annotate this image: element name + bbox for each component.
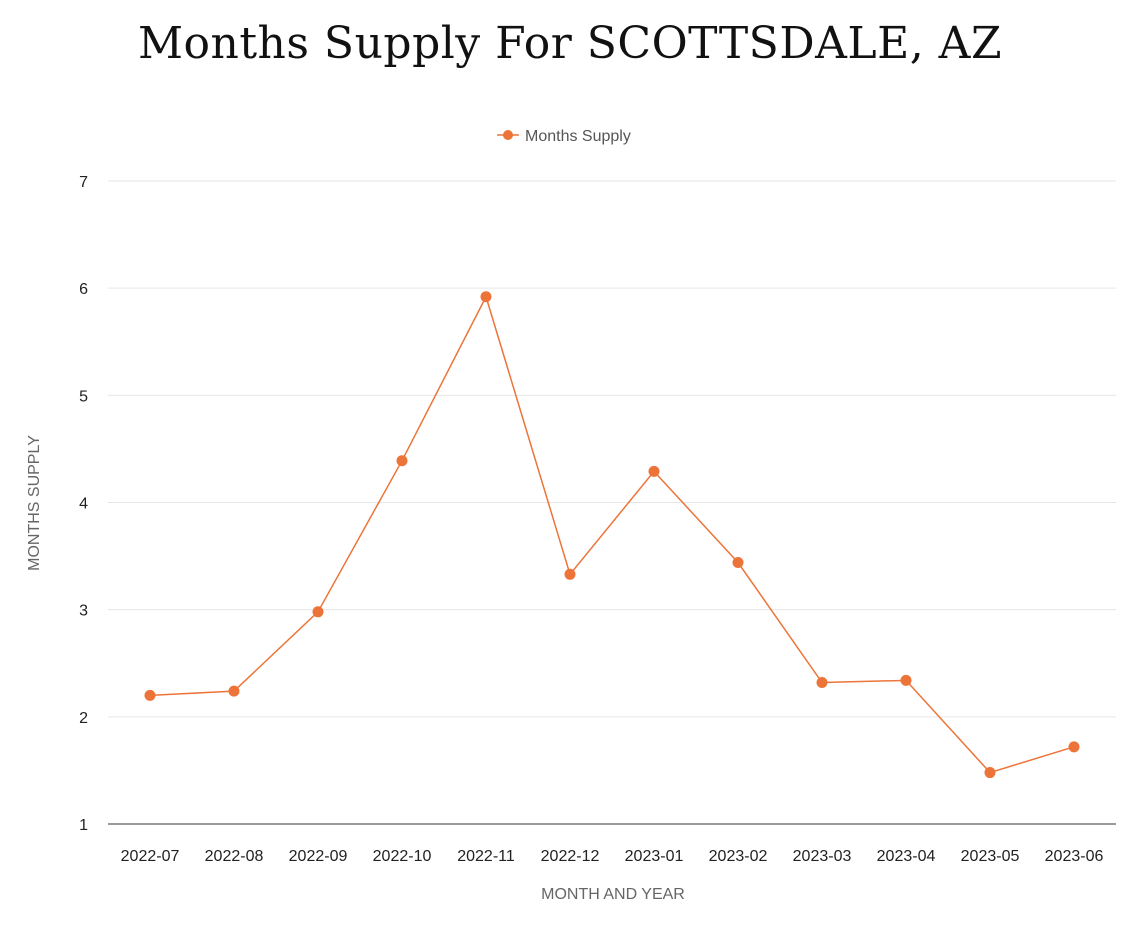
y-tick-label-5: 5 (79, 388, 88, 405)
x-tick-label-2022-10: 2022-10 (373, 848, 432, 865)
series-line (149, 294, 1075, 774)
x-axis-title: MONTH AND YEAR (541, 886, 685, 903)
data-point-2023-04 (900, 674, 912, 686)
y-tick-label-3: 3 (79, 603, 88, 620)
y-tick-label-6: 6 (79, 281, 88, 298)
data-point-2023-06 (1068, 741, 1080, 753)
x-tick-label-2023-02: 2023-02 (709, 848, 768, 865)
data-point-2022-11 (480, 291, 492, 303)
x-axis-ticks: 2022-07 2022-08 2022-09 2022-10 2022-11 2022-… (121, 848, 1104, 865)
x-tick-label-2022-09: 2022-09 (289, 848, 348, 865)
series-months-supply (144, 291, 1080, 779)
legend-marker (503, 130, 513, 140)
grid-lines (108, 180, 1116, 718)
y-axis-ticks: 1 2 3 4 5 6 7 (79, 174, 88, 834)
legend: Months Supply (497, 128, 631, 145)
y-tick-label-4: 4 (79, 496, 88, 513)
data-point-2022-08 (228, 685, 240, 697)
x-tick-label-2023-03: 2023-03 (793, 848, 852, 865)
data-point-2022-12 (564, 568, 576, 580)
x-tick-label-2023-04: 2023-04 (877, 848, 936, 865)
data-point-2023-01 (648, 465, 660, 477)
data-point-2022-07 (144, 689, 156, 701)
chart-title: Months Supply For SCOTTSDALE, AZ (137, 18, 1003, 69)
data-point-2023-03 (816, 677, 828, 689)
x-tick-label-2022-12: 2022-12 (541, 848, 600, 865)
x-tick-label-2022-11: 2022-11 (457, 848, 515, 865)
y-tick-label-1: 1 (79, 817, 88, 834)
x-tick-label-2023-06: 2023-06 (1045, 848, 1104, 865)
data-point-2022-09 (312, 606, 324, 618)
data-point-2022-10 (396, 455, 408, 467)
legend-label: Months Supply (525, 128, 631, 145)
x-tick-label-2023-01: 2023-01 (625, 848, 684, 865)
data-point-2023-05 (984, 767, 996, 779)
x-tick-label-2022-08: 2022-08 (205, 848, 264, 865)
x-tick-label-2023-05: 2023-05 (961, 848, 1020, 865)
y-tick-label-7: 7 (79, 174, 88, 191)
data-point-2023-02 (732, 557, 744, 569)
y-axis-title: MONTHS SUPPLY (26, 435, 43, 571)
y-tick-label-2: 2 (79, 710, 88, 727)
x-tick-label-2022-07: 2022-07 (121, 848, 180, 865)
